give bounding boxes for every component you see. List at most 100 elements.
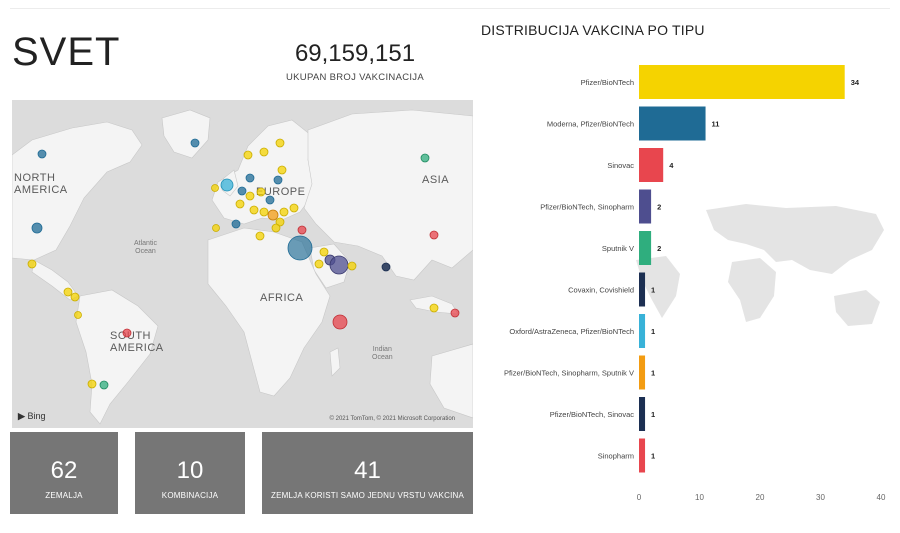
map-bubble[interactable] [287,235,313,261]
bing-logo: ▶ Bing [18,411,46,421]
map-bubble[interactable] [319,247,329,257]
bar-category-label: Sputnik V [602,244,634,253]
card-countries-label: ZEMALJA [45,491,83,500]
map-bubble[interactable] [122,328,132,338]
map-bubble[interactable] [211,184,219,192]
map-bubble[interactable] [245,173,255,183]
map-bubble[interactable] [87,379,97,389]
map-bubble[interactable] [27,259,37,269]
bar-value-label: 4 [669,161,674,170]
map-bubble[interactable] [235,199,245,209]
map-bubble[interactable] [289,203,299,213]
x-tick-label: 30 [816,493,825,502]
bar-category-label: Sinovac [607,161,634,170]
bar-category-label: Oxford/AstraZeneca, Pfizer/BioNTech [509,327,634,336]
map-bubble[interactable] [279,207,289,217]
bar[interactable] [639,106,706,141]
bar-value-label: 1 [651,369,655,378]
map-bubble[interactable] [277,165,287,175]
map-bubble[interactable] [265,195,275,205]
map-bubble[interactable] [429,230,439,240]
map-bubble[interactable] [259,147,269,157]
total-vaccinations-label: UKUPAN BROJ VAKCINACIJA [286,72,424,83]
x-tick-label: 40 [877,493,886,502]
bar-category-label: Sinopharm [598,452,634,461]
bar[interactable] [639,272,646,307]
map-bubble[interactable] [381,262,391,272]
bar[interactable] [639,189,652,224]
ocean-label-atlantic: Atlantic Ocean [134,240,157,255]
map-bubbles [27,138,460,390]
map-bubble[interactable] [231,219,241,229]
map-bubble[interactable] [37,149,47,159]
land-madagascar [329,347,341,377]
map-bubble[interactable] [329,255,349,275]
map-bubble[interactable] [273,175,283,185]
map-bubble[interactable] [190,138,200,148]
bar-category-label: Pfizer/BioNTech, Sinovac [550,410,634,419]
continent-label-south-america: SOUTH AMERICA [110,330,164,354]
map-bubble[interactable] [63,287,73,297]
card-combinations: 10 KOMBINACIJA [135,432,245,514]
bar[interactable] [639,314,646,348]
map-bubble[interactable] [429,303,439,313]
bar-value-label: 1 [651,410,655,419]
map-bubble[interactable] [275,138,285,148]
bar[interactable] [639,438,646,473]
land-south-america [75,289,159,425]
map-bubble[interactable] [74,311,82,319]
bar[interactable] [639,397,646,431]
bar-category-label: Moderna, Pfizer/BioNTech [547,120,634,129]
map-bubble[interactable] [271,223,281,233]
map-bubble[interactable] [450,308,460,318]
map-bubble[interactable] [249,205,259,215]
x-tick-label: 10 [695,493,704,502]
bar-category-label: Pfizer/BioNTech, Sinopharm [540,203,634,212]
map-bubble[interactable] [420,153,430,163]
map-bubble[interactable] [220,178,234,192]
map-bubble[interactable] [255,231,265,241]
map-bubble[interactable] [297,225,307,235]
map-bubble[interactable] [259,207,269,217]
map-bubble[interactable] [256,187,266,197]
map-bubble[interactable] [267,209,279,221]
map-bubble[interactable] [99,380,109,390]
map-bubble[interactable] [243,150,253,160]
bar[interactable] [639,355,646,390]
map-bubble[interactable] [245,191,255,201]
map-land [12,109,473,425]
page-title: SVET [12,30,121,74]
map-bubble[interactable] [314,259,324,269]
chart-background-map [636,204,884,326]
card-combinations-label: KOMBINACIJA [161,491,219,500]
vaccine-distribution-chart[interactable]: Pfizer/BioNTech 34 Moderna, Pfizer/BioNTec… [480,60,890,520]
map-bubble[interactable] [237,186,247,196]
card-combinations-value: 10 [176,457,204,484]
world-map[interactable]: NORTH AMERICA EUROPE ASIA AFRICA SOUTH A… [12,100,473,428]
bar-value-label: 34 [851,78,860,87]
map-bubble[interactable] [347,261,357,271]
card-single-vaccine-value: 41 [354,457,381,484]
card-single-vaccine-label: ZEMLJA KORISTI SAMO JEDNU VRSTU VAKCINA [270,491,464,500]
continent-label-asia: ASIA [422,174,450,186]
bar[interactable] [639,148,664,182]
bar[interactable] [639,65,845,99]
ocean-label-indian: Indian Ocean [372,346,393,361]
land-australia [429,343,473,419]
x-tick-label: 20 [756,493,765,502]
map-bubble[interactable] [31,222,43,234]
card-countries-value: 62 [50,457,78,484]
bar-value-label: 1 [651,327,655,336]
bar-value-label: 1 [651,286,655,295]
map-bubble[interactable] [275,217,285,227]
bar-category-label: Covaxin, Covishield [568,286,634,295]
map-bubble[interactable] [70,292,80,302]
bar[interactable] [639,231,652,265]
bar-value-label: 2 [657,203,661,212]
bar-value-label: 2 [657,244,661,253]
top-divider [10,8,890,9]
map-bubble[interactable] [332,314,348,330]
continent-label-africa: AFRICA [260,292,304,304]
map-attribution: © 2021 TomTom, © 2021 Microsoft Corporat… [329,416,455,422]
map-bubble[interactable] [212,224,220,232]
